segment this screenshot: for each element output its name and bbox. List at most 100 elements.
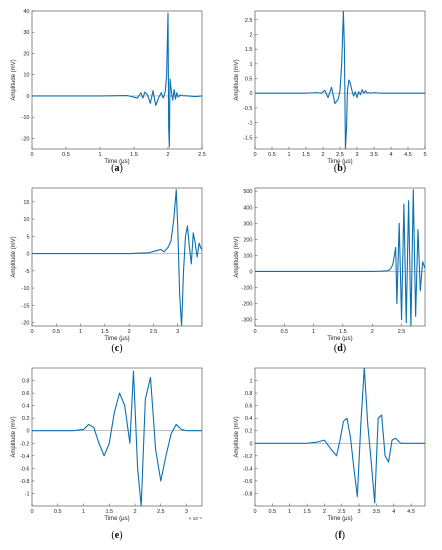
series-line — [32, 189, 202, 326]
plot-area — [254, 367, 426, 507]
x-tick-label: 4.5 — [407, 509, 415, 515]
series-line — [32, 370, 202, 506]
y-tick-label: 0 — [26, 429, 29, 435]
y-tick-label: 0.6 — [22, 391, 30, 397]
y-tick-label: -0.8 — [243, 491, 252, 497]
y-tick-label: -20 — [22, 321, 30, 327]
x-tick-label: 1 — [98, 152, 101, 158]
chart-panel-b: 0 0.5 1 1.5 2 2.5 3 3.5 4 4.5 5 -1.5 -1 -0.5 0 0.5 1 1.5 2… — [234, 10, 427, 174]
x-tick-label: 2.5 — [336, 152, 344, 158]
y-tick-label: 0.2 — [22, 416, 30, 422]
y-tick-label: -0.8 — [20, 479, 29, 485]
x-tick-label: 3 — [176, 329, 179, 335]
x-tick-label: 3 — [185, 509, 188, 515]
chart-panel-c: 0 0.5 1 1.5 2 2.5 3 -20 -15 -10 -5 0 5 10 15 Time (μs) A… — [11, 187, 203, 354]
y-tick-label: -15 — [22, 303, 30, 309]
y-tick-label: -0.2 — [243, 454, 252, 460]
x-tick-label: 2.5 — [150, 329, 158, 335]
y-tick-label: 400 — [243, 205, 252, 211]
y-tick-label: 300 — [243, 221, 252, 227]
panel-caption: (e) — [111, 530, 122, 541]
x-tick-label: 1.5 — [105, 509, 113, 515]
y-tick-label: -300 — [241, 318, 252, 324]
y-tick-label: -1 — [25, 491, 30, 497]
y-tick-label: 0.6 — [245, 404, 253, 410]
series-line — [32, 12, 202, 148]
y-tick-label: 0.8 — [22, 379, 30, 385]
plot-area — [254, 187, 426, 327]
y-tick-label: 0.5 — [245, 77, 253, 83]
y-tick-label: -10 — [22, 115, 30, 121]
x-tick-label: 3 — [355, 152, 358, 158]
x-tick-label: 4.5 — [404, 152, 412, 158]
x-tick-label: 4 — [389, 152, 392, 158]
y-tick-label: -20 — [22, 136, 30, 142]
y-tick-label: 10 — [23, 217, 29, 223]
chart-panel-e: 0 0.5 1 1.5 2 2.5 3 -1 -0.8 -0.6 -0.4 -0.2 0 0.2 0.4 0.… — [11, 367, 203, 541]
x-tick-label: 2 — [166, 152, 169, 158]
x-tick-label: 0 — [30, 329, 33, 335]
series-line — [255, 11, 425, 149]
x-tick-label: 0.5 — [268, 152, 276, 158]
x-tick-label: 1.5 — [339, 329, 347, 335]
y-tick-label: 2 — [249, 32, 252, 38]
y-tick-label: -0.4 — [20, 454, 29, 460]
x-axis-label: Time (μs) — [327, 159, 352, 165]
panel-caption: (c) — [111, 343, 122, 354]
x-tick-label: 2.5 — [157, 509, 165, 515]
panel-caption: (b) — [334, 163, 346, 174]
y-tick-label: 0 — [26, 252, 29, 258]
x-tick-label: 2 — [133, 509, 136, 515]
x-tick-label: 2 — [128, 329, 131, 335]
y-tick-label: 0.4 — [22, 404, 30, 410]
x-tick-label: 3.5 — [373, 509, 381, 515]
panel-caption: (f) — [335, 530, 345, 541]
x-tick-label: 1 — [82, 509, 85, 515]
x-tick-label: 3 — [358, 509, 361, 515]
plot-area — [254, 10, 426, 150]
y-tick-label: 1 — [249, 62, 252, 68]
x-tick-label: 2 — [323, 509, 326, 515]
x-tick-label: 0 — [30, 509, 33, 515]
x-tick-label: 2 — [321, 152, 324, 158]
y-tick-label: -0.6 — [20, 466, 29, 472]
x-tick-label: 0 — [30, 152, 33, 158]
x-tick-label: 0.5 — [62, 152, 70, 158]
x-tick-label: 0 — [253, 152, 256, 158]
y-tick-label: -0.6 — [243, 479, 252, 485]
x-tick-label: 3.5 — [370, 152, 378, 158]
x-tick-label: 0.5 — [52, 329, 60, 335]
y-tick-label: 15 — [23, 200, 29, 206]
y-tick-label: 0.4 — [245, 416, 253, 422]
x-tick-label: 1 — [312, 329, 315, 335]
x-tick-label: 1.5 — [303, 509, 311, 515]
y-tick-label: -5 — [25, 269, 30, 275]
x-exponent-label: × 10⁻⁶ — [189, 516, 202, 521]
y-axis-label: Amplitude (mV) — [234, 59, 240, 100]
x-tick-label: 5 — [423, 152, 426, 158]
x-tick-label: 4 — [392, 509, 395, 515]
y-tick-label: 1 — [249, 379, 252, 385]
x-tick-label: 1 — [79, 329, 82, 335]
x-tick-label: 1.5 — [130, 152, 138, 158]
y-tick-label: 5 — [26, 234, 29, 240]
y-tick-label: 30 — [23, 30, 29, 36]
x-tick-label: 1.5 — [302, 152, 310, 158]
y-tick-label: 40 — [23, 9, 29, 15]
y-tick-label: 0 — [26, 94, 29, 100]
y-tick-label: 0 — [249, 441, 252, 447]
x-tick-label: 0.5 — [280, 329, 288, 335]
y-tick-label: 10 — [23, 73, 29, 79]
y-tick-label: -0.4 — [243, 466, 252, 472]
y-tick-label: -1 — [248, 121, 253, 127]
x-tick-label: 2 — [371, 329, 374, 335]
y-axis-label: Amplitude (mV) — [234, 236, 240, 277]
x-tick-label: 0.5 — [269, 509, 277, 515]
y-tick-label: 500 — [243, 189, 252, 195]
x-tick-label: 0 — [253, 509, 256, 515]
x-axis-label: Time (μs) — [104, 516, 129, 522]
y-tick-label: -200 — [241, 302, 252, 308]
y-tick-label: -0.5 — [243, 106, 252, 112]
y-tick-label: -100 — [241, 285, 252, 291]
